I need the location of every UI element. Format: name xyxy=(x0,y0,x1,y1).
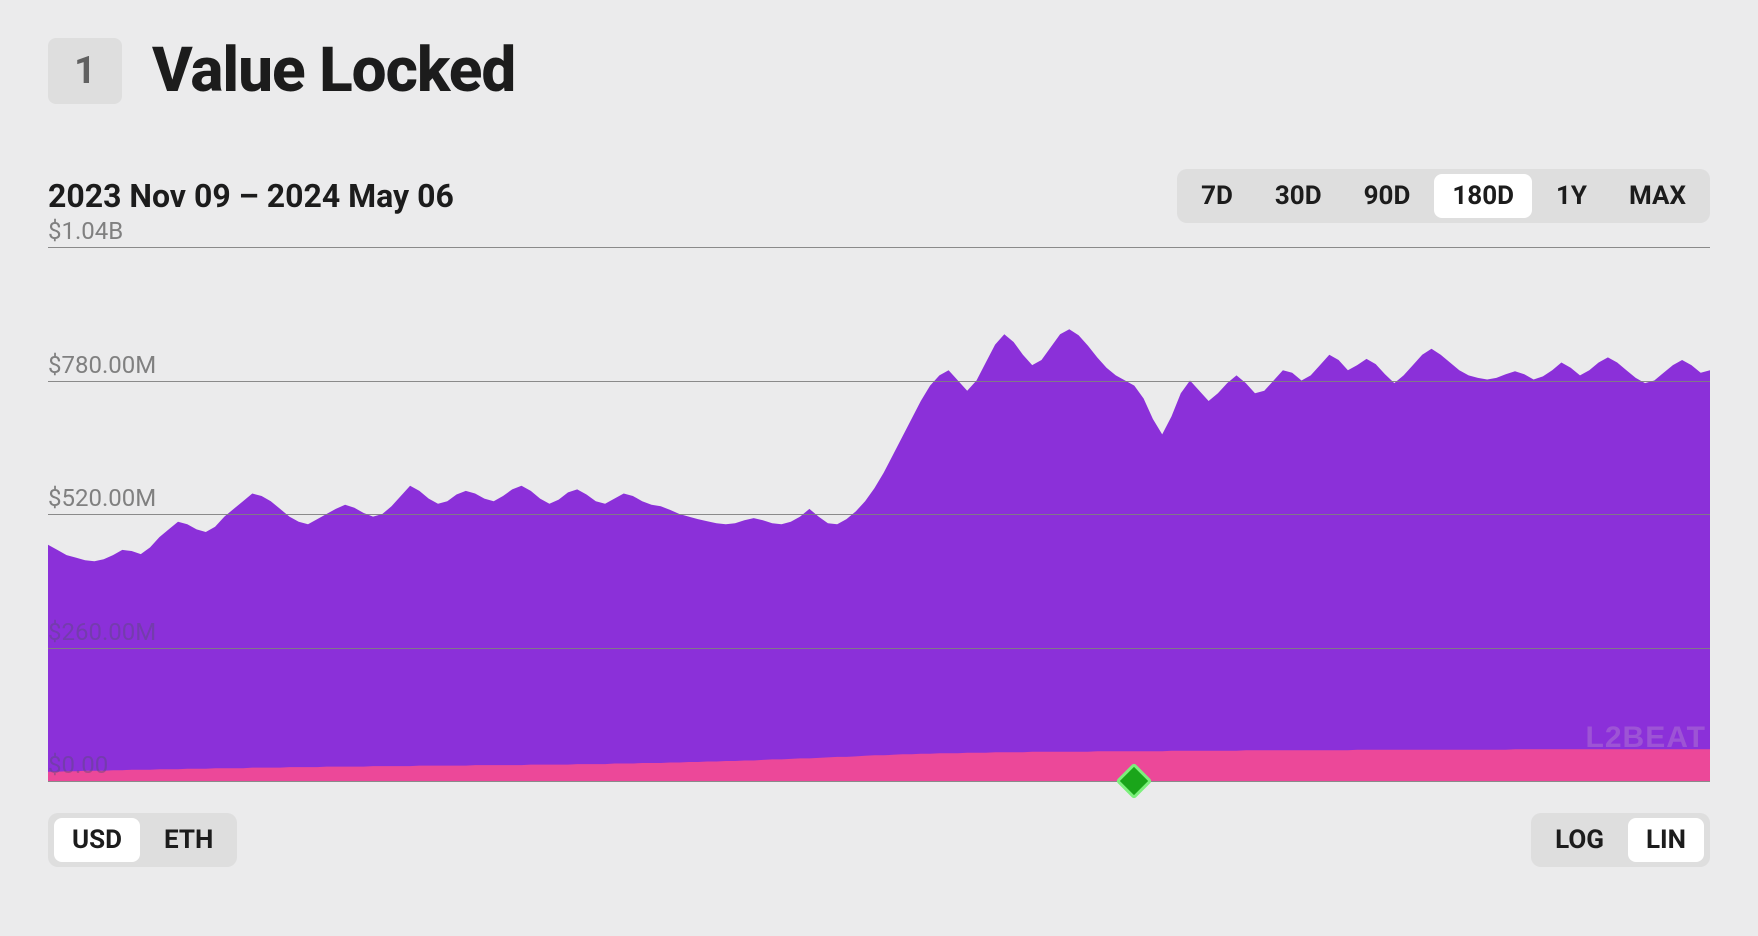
range-option-30d[interactable]: 30D xyxy=(1257,174,1340,218)
date-range-label: 2023 Nov 09 – 2024 May 06 xyxy=(48,177,454,215)
scale-option-log[interactable]: LOG xyxy=(1537,818,1622,862)
range-option-90d[interactable]: 90D xyxy=(1346,174,1429,218)
range-option-7d[interactable]: 7D xyxy=(1183,174,1251,218)
scale-selector: LOGLIN xyxy=(1531,813,1710,867)
gridline xyxy=(48,781,1710,782)
range-option-1y[interactable]: 1Y xyxy=(1538,174,1605,218)
tvl-area-chart[interactable]: L2BEAT $1.04B$780.00M$520.00M$260.00M$0.… xyxy=(48,247,1710,781)
currency-option-eth[interactable]: ETH xyxy=(146,818,231,862)
header: 1 Value Locked xyxy=(48,34,1710,107)
page-title: Value Locked xyxy=(152,34,515,107)
series-primary xyxy=(48,329,1710,781)
gridline xyxy=(48,247,1710,248)
section-number-badge: 1 xyxy=(48,38,122,104)
gridline xyxy=(48,648,1710,649)
range-option-180d[interactable]: 180D xyxy=(1434,174,1532,218)
range-option-max[interactable]: MAX xyxy=(1611,174,1704,218)
time-range-selector: 7D30D90D180D1YMAX xyxy=(1177,169,1710,223)
currency-option-usd[interactable]: USD xyxy=(54,818,140,862)
gridline xyxy=(48,514,1710,515)
gridline xyxy=(48,381,1710,382)
chart-footer-controls: USDETH LOGLIN xyxy=(48,813,1710,867)
chart-controls-row: 2023 Nov 09 – 2024 May 06 7D30D90D180D1Y… xyxy=(48,169,1710,223)
scale-option-lin[interactable]: LIN xyxy=(1628,818,1704,862)
currency-selector: USDETH xyxy=(48,813,237,867)
